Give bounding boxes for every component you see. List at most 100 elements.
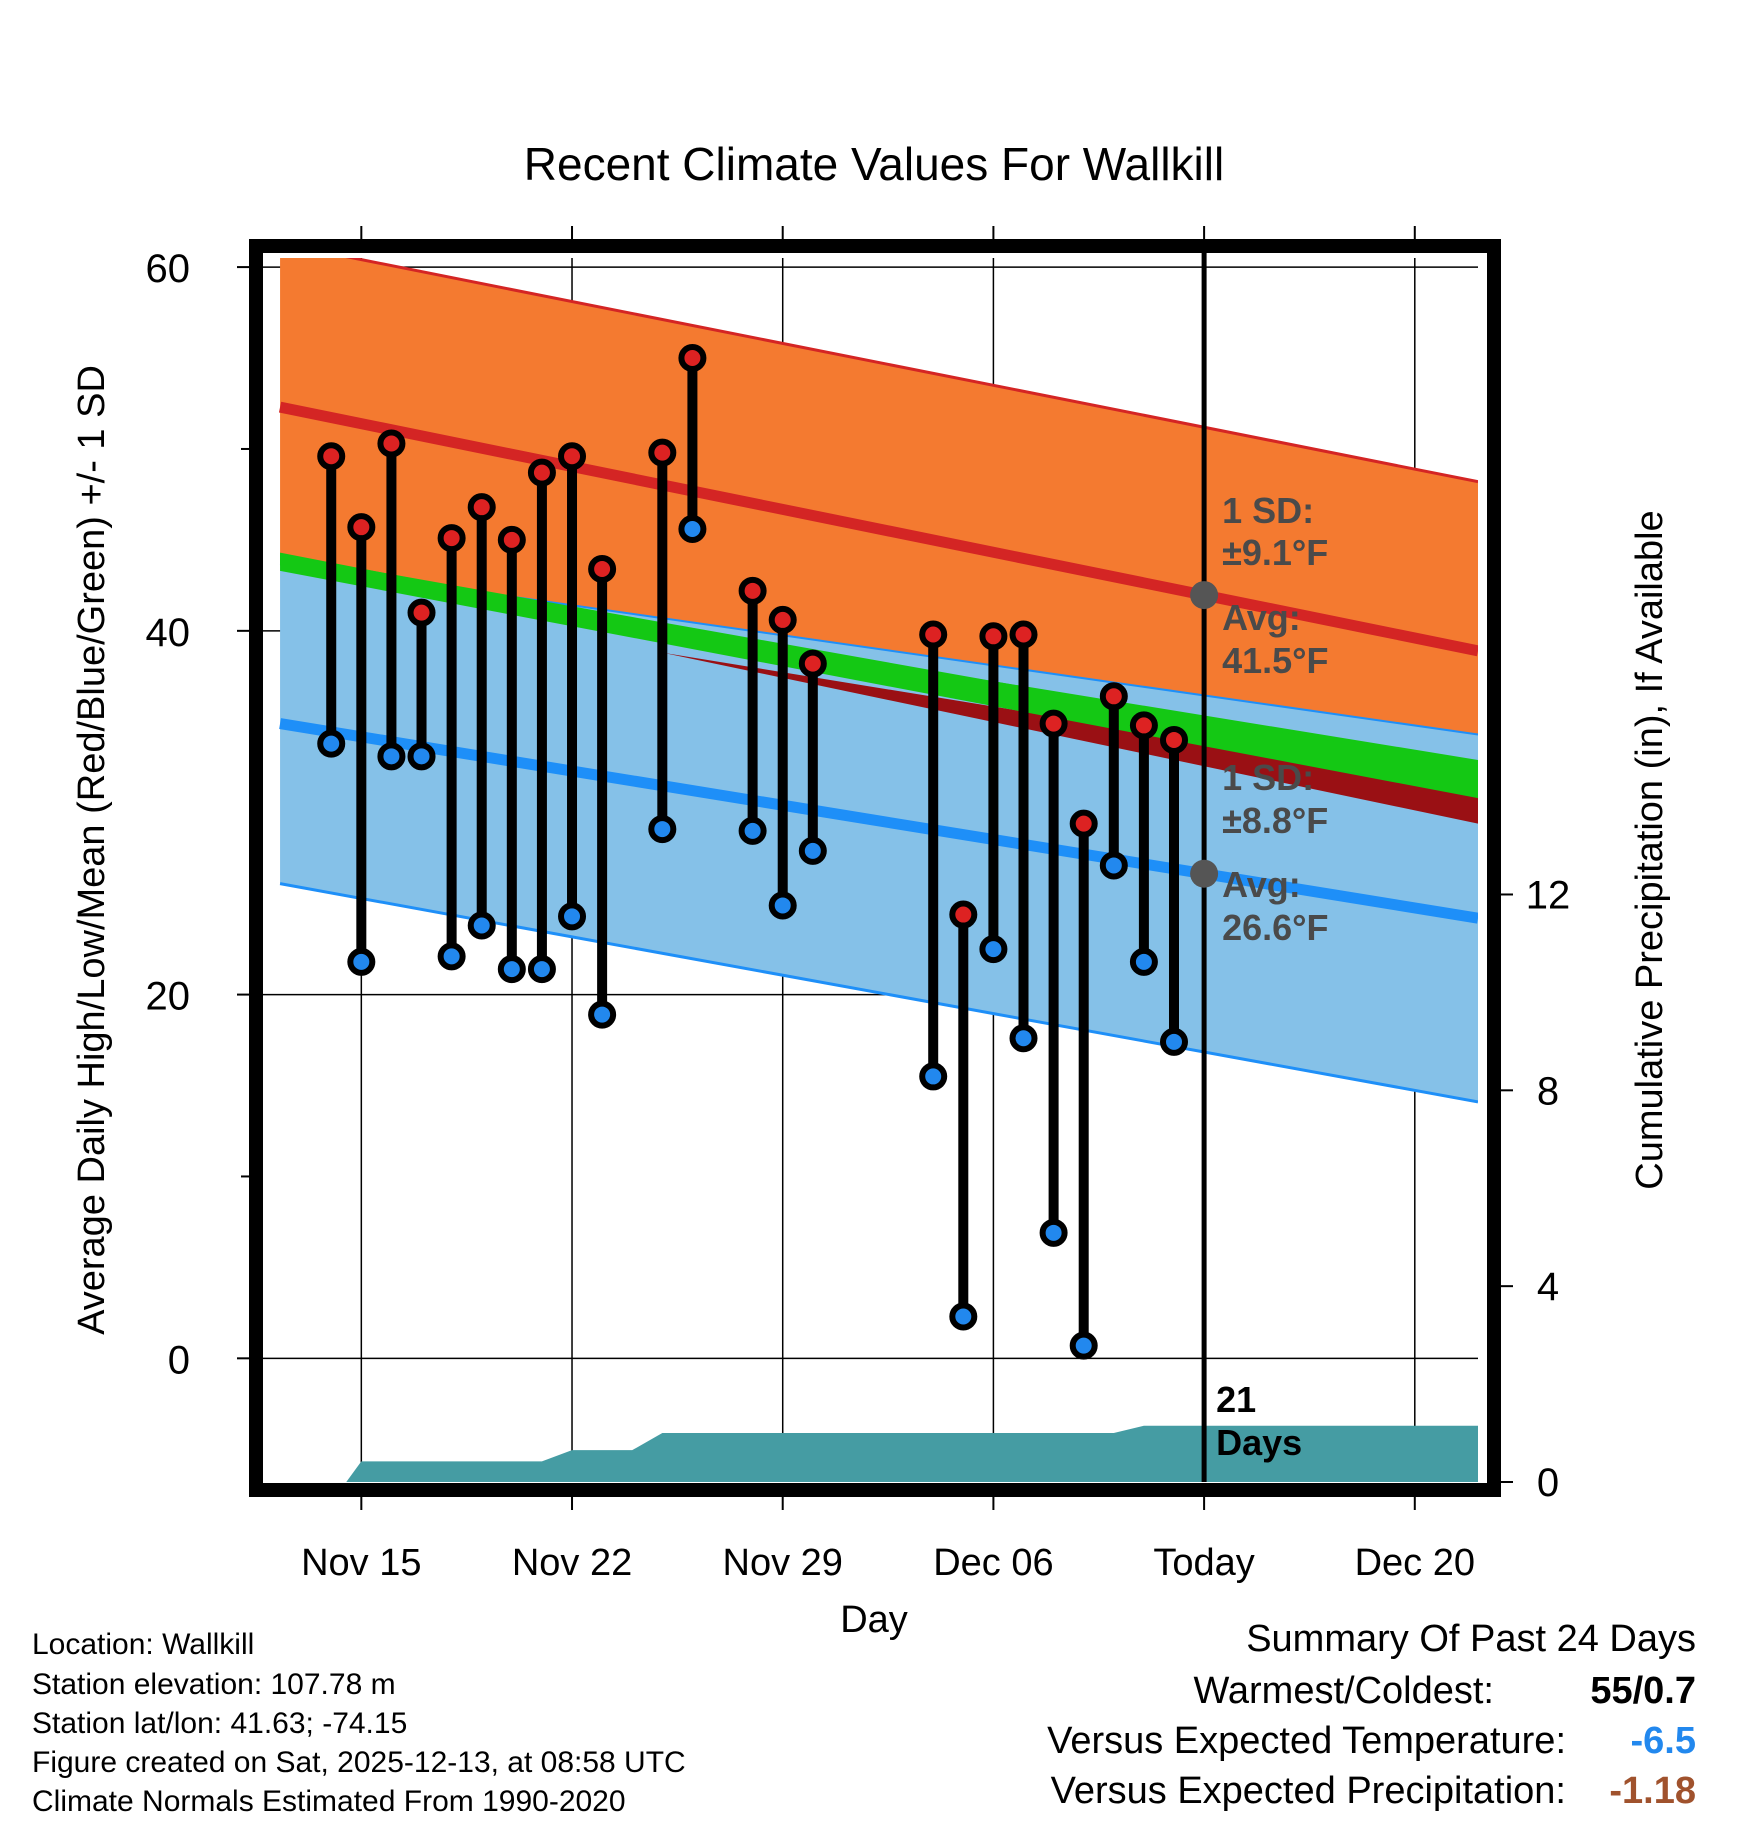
daily-high-point [949, 900, 978, 929]
axes: 0 20 40 60 0 4 8 12 Nov 15 Nov 22 Nov 29 Dec 06 Toda… [146, 226, 1571, 1584]
daily-high-point [738, 576, 767, 605]
daily-low-point [1039, 1218, 1068, 1247]
plot-frame [249, 239, 1501, 1497]
daily-low-point [738, 816, 767, 845]
footer-latlon: Station lat/lon: 41.63; -74.15 [32, 1707, 408, 1740]
daily-high-point [347, 513, 376, 542]
y2-tick-label: 4 [1537, 1265, 1559, 1309]
high-avg-value: 41.5°F [1222, 640, 1328, 681]
daily-low-point [919, 1062, 948, 1091]
high-sd-band [280, 258, 1478, 820]
high-avg-marker [1190, 581, 1219, 610]
high-sd-label: 1 SD: [1222, 490, 1314, 531]
footer-created: Figure created on Sat, 2025-12-13, at 08… [32, 1746, 686, 1779]
daily-high-point [437, 524, 466, 553]
daily-high-point [497, 525, 526, 554]
y2-tick-label: 8 [1537, 1069, 1559, 1113]
daily-high-point [1099, 682, 1128, 711]
daily-low-point [347, 947, 376, 976]
daily-high-point [377, 429, 406, 458]
today-days-count: 21 [1216, 1379, 1256, 1420]
daily-high-point [558, 442, 587, 471]
daily-high-point [1069, 809, 1098, 838]
low-sd-value: ±8.8°F [1222, 800, 1328, 841]
daily-low-point [1099, 851, 1128, 880]
daily-low-point [407, 742, 436, 771]
daily-low-point [317, 729, 346, 758]
daily-bars [317, 344, 1188, 1360]
daily-low-point [497, 955, 526, 984]
summary-warm-cold-label: Warmest/Coldest: [1193, 1670, 1494, 1712]
summary-heading: Summary Of Past 24 Days [1246, 1618, 1696, 1660]
daily-low-point [377, 742, 406, 771]
daily-low-point [768, 891, 797, 920]
high-avg-line [278, 401, 1478, 657]
daily-high-point [798, 649, 827, 678]
y-tick-label: 0 [168, 1338, 190, 1382]
daily-low-point [1009, 1024, 1038, 1053]
footer-normals: Climate Normals Estimated From 1990-2020 [32, 1785, 626, 1818]
daily-low-point [979, 935, 1008, 964]
mean-band-dark [662, 652, 1478, 824]
daily-low-point [588, 1000, 617, 1029]
low-avg-value: 26.6°F [1222, 907, 1328, 948]
daily-high-point [648, 438, 677, 467]
daily-low-point [527, 955, 556, 984]
summary-warm-cold-value: 55/0.7 [1590, 1670, 1696, 1712]
low-sd-label: 1 SD: [1222, 757, 1314, 798]
daily-low-point [678, 514, 707, 543]
daily-low-point [558, 902, 587, 931]
daily-high-point [527, 458, 556, 487]
daily-high-point [588, 555, 617, 584]
daily-high-point [979, 622, 1008, 651]
x-tick-label: Nov 22 [512, 1542, 632, 1584]
summary-temp-label: Versus Expected Temperature: [1047, 1720, 1566, 1762]
low-avg-label: Avg: [1222, 864, 1301, 905]
precipitation-layer [280, 1425, 1478, 1482]
x-tick-label: Dec 06 [933, 1542, 1053, 1584]
low-avg-marker [1190, 859, 1219, 888]
daily-high-point [678, 344, 707, 373]
y2-tick-label: 12 [1526, 873, 1571, 917]
summary-precip-label: Versus Expected Precipitation: [1050, 1770, 1566, 1812]
today-days-label: Days [1216, 1422, 1302, 1463]
y2-tick-label: 0 [1537, 1461, 1559, 1505]
summary-temp-value: -6.5 [1630, 1720, 1696, 1762]
daily-low-point [648, 815, 677, 844]
x-tick-label: Nov 29 [723, 1542, 843, 1584]
x-tick-label: Nov 15 [301, 1542, 421, 1584]
daily-high-point [1129, 711, 1158, 740]
x-axis-label: Day [840, 1599, 908, 1641]
daily-low-point [1160, 1027, 1188, 1056]
high-sd-top-line [345, 258, 1478, 484]
daily-low-point [467, 911, 496, 940]
y2-axis-label: Cumulative Precipitation (in), If Availa… [1629, 510, 1671, 1189]
summary-precip-value: -1.18 [1609, 1770, 1696, 1812]
daily-high-point [317, 442, 346, 471]
high-sd-value: ±9.1°F [1222, 532, 1328, 573]
daily-low-point [949, 1302, 978, 1331]
y-tick-label: 20 [146, 975, 191, 1019]
footer-elevation: Station elevation: 107.78 m [32, 1668, 396, 1701]
high-avg-label: Avg: [1222, 597, 1301, 638]
daily-high-point [1160, 725, 1188, 754]
y-axis-label: Average Daily High/Low/Mean (Red/Blue/Gr… [71, 365, 113, 1335]
footer-location: Location: Wallkill [32, 1628, 255, 1661]
daily-high-point [919, 620, 948, 649]
daily-low-point [1129, 947, 1158, 976]
precipitation-area [280, 1425, 1478, 1482]
daily-high-point [768, 605, 797, 634]
x-tick-label: Dec 20 [1355, 1542, 1475, 1584]
daily-low-point [798, 836, 827, 865]
daily-high-point [1009, 620, 1038, 649]
daily-high-point [1039, 709, 1068, 738]
y-tick-label: 40 [146, 611, 191, 655]
daily-high-point [467, 493, 496, 522]
y-tick-label: 60 [146, 247, 191, 291]
daily-low-point [437, 942, 466, 971]
daily-low-point [1069, 1331, 1098, 1360]
daily-high-point [407, 598, 436, 627]
chart-title: Recent Climate Values For Wallkill [524, 138, 1224, 190]
